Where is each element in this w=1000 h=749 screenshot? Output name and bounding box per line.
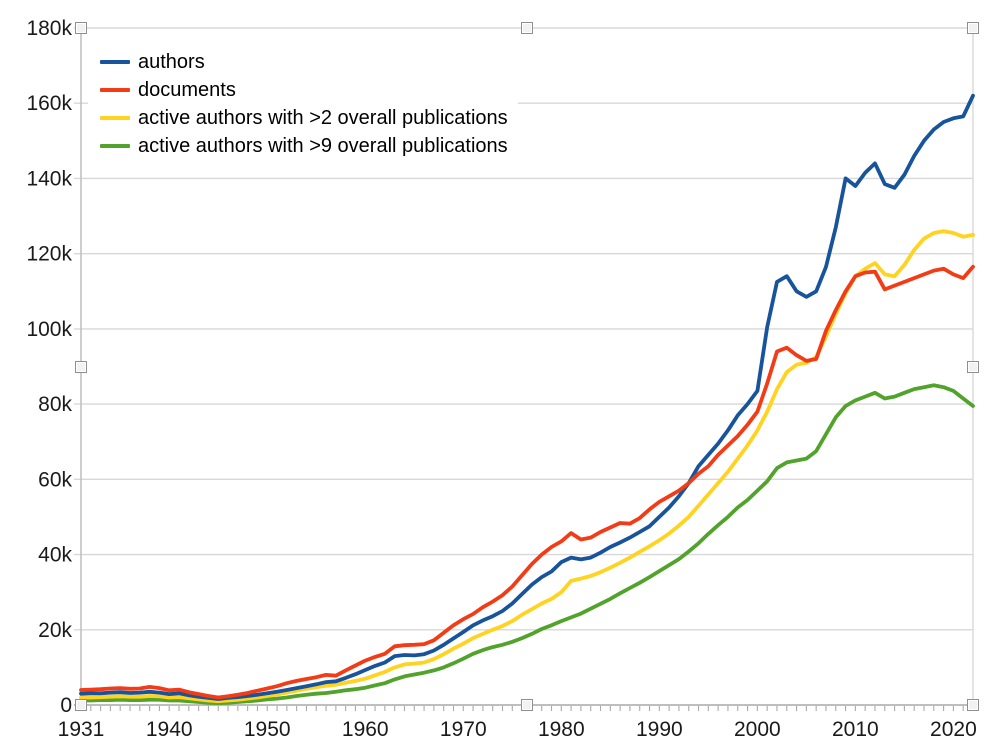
x-tick-label: 1960	[342, 718, 389, 741]
selection-handle-n[interactable]	[521, 22, 533, 34]
legend-item-active-gt9[interactable]: active authors with >9 overall publicati…	[100, 132, 508, 160]
legend-item-active-gt2[interactable]: active authors with >2 overall publicati…	[100, 104, 508, 132]
x-tick-label: 1980	[538, 718, 585, 741]
x-tick-label: 1950	[244, 718, 291, 741]
y-tick-label: 160k	[26, 92, 72, 115]
legend-item-documents[interactable]: documents	[100, 76, 508, 104]
x-tick-label: 1990	[636, 718, 683, 741]
x-tick-label: 2000	[734, 718, 781, 741]
x-tick-label: 2020	[930, 718, 977, 741]
x-tick-label: 1970	[440, 718, 487, 741]
selection-handle-w[interactable]	[75, 360, 87, 373]
selection-handle-ne[interactable]	[967, 22, 979, 34]
series-line-active-authors-with-9-overall-publications	[79, 383, 975, 705]
selection-handle-se[interactable]	[967, 699, 979, 711]
legend-line-swatch-active-gt2	[100, 116, 130, 120]
y-tick-label: 60k	[38, 468, 72, 491]
selection-handle-sw[interactable]	[75, 699, 87, 711]
selection-handle-nw[interactable]	[75, 22, 87, 34]
y-tick-label: 120k	[26, 243, 72, 266]
legend-label-authors: authors	[138, 51, 205, 73]
selection-handle-s[interactable]	[521, 699, 533, 711]
y-tick-label: 0	[60, 694, 72, 717]
legend-label-active-gt2: active authors with >2 overall publicati…	[138, 107, 508, 129]
x-tick-label: 1940	[146, 718, 193, 741]
y-tick-label: 80k	[38, 393, 72, 416]
legend-line-swatch-authors	[100, 60, 130, 64]
y-tick-label: 180k	[26, 17, 72, 40]
x-tick-label: 2010	[832, 718, 879, 741]
y-tick-label: 100k	[26, 318, 72, 341]
legend-label-documents: documents	[138, 79, 236, 101]
legend-line-swatch-active-gt9	[100, 144, 130, 148]
legend-line-swatch-documents	[100, 88, 130, 92]
series-line-documents	[79, 264, 975, 700]
chart-legend: authors documents active authors with >2…	[88, 44, 518, 164]
selection-handle-e[interactable]	[967, 360, 979, 373]
y-tick-label: 20k	[38, 619, 72, 642]
y-tick-label: 40k	[38, 544, 72, 567]
legend-item-authors[interactable]: authors	[100, 48, 508, 76]
x-tick-label: 1931	[58, 718, 105, 741]
y-tick-label: 140k	[26, 167, 72, 190]
legend-label-active-gt9: active authors with >9 overall publicati…	[138, 135, 508, 157]
series-line-authors	[79, 93, 975, 701]
